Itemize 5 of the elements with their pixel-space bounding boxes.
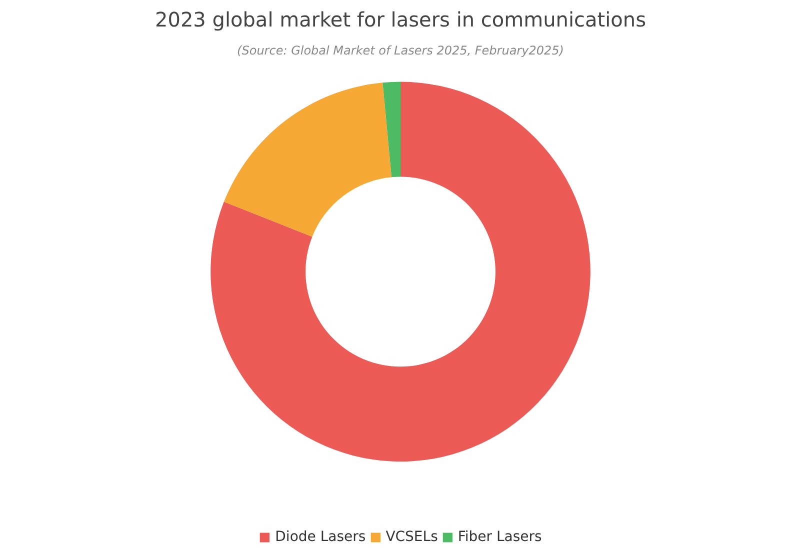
legend-label: VCSELs — [386, 529, 438, 545]
chart-title: 2023 global market for lasers in communications — [154, 8, 646, 32]
legend-label: Diode Lasers — [275, 529, 366, 545]
chart-subtitle: (Source: Global Market of Lasers 2025, February2025) — [237, 44, 564, 58]
legend-label: Fiber Lasers — [458, 529, 542, 545]
